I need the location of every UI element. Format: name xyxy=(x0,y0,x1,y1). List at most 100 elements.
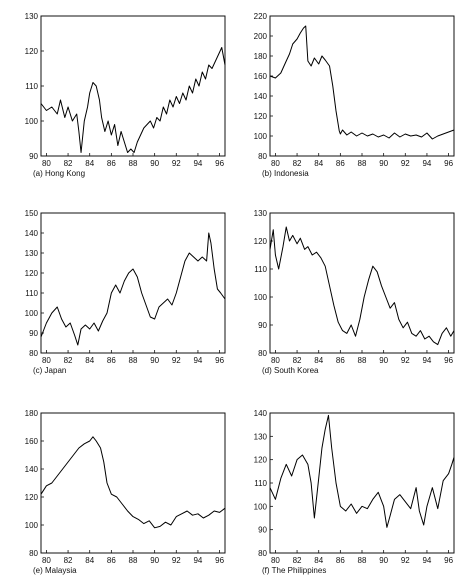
y-tick-label: 220 xyxy=(254,12,268,21)
x-tick-label: 84 xyxy=(314,159,323,168)
x-tick-label: 90 xyxy=(150,159,159,168)
x-tick-label: 96 xyxy=(215,159,224,168)
x-tick-label: 84 xyxy=(85,159,94,168)
x-tick-label: 82 xyxy=(293,556,302,565)
y-tick-label: 120 xyxy=(254,456,268,465)
x-tick-label: 80 xyxy=(42,556,51,565)
y-tick-label: 180 xyxy=(25,409,39,418)
x-tick-label: 96 xyxy=(215,356,224,365)
y-tick-label: 120 xyxy=(254,237,268,246)
panel-caption-philippines: (f) The Philippines xyxy=(262,566,326,575)
x-tick-label: 88 xyxy=(129,556,138,565)
y-tick-label: 120 xyxy=(25,47,39,56)
x-tick-label: 96 xyxy=(444,556,453,565)
x-tick-label: 88 xyxy=(358,356,367,365)
y-tick-label: 90 xyxy=(258,526,267,535)
panel-caption-japan: (c) Japan xyxy=(33,366,66,375)
panel-caption-south-korea: (d) South Korea xyxy=(262,366,319,375)
y-tick-label: 130 xyxy=(25,249,39,258)
plot-frame-japan xyxy=(40,212,226,354)
x-tick-label: 80 xyxy=(42,356,51,365)
x-tick-label: 90 xyxy=(150,356,159,365)
x-tick-label: 94 xyxy=(422,556,431,565)
y-tick-label: 110 xyxy=(25,82,38,91)
x-tick-label: 92 xyxy=(172,556,181,565)
x-tick-label: 92 xyxy=(401,556,410,565)
x-tick-label: 84 xyxy=(85,356,94,365)
x-tick-label: 84 xyxy=(314,556,323,565)
x-tick-label: 88 xyxy=(358,556,367,565)
x-tick-label: 92 xyxy=(172,356,181,365)
y-tick-label: 130 xyxy=(254,432,268,441)
x-tick-label: 90 xyxy=(150,556,159,565)
panel-caption-malaysia: (e) Malaysia xyxy=(33,566,77,575)
x-tick-label: 86 xyxy=(336,159,345,168)
x-tick-label: 96 xyxy=(444,356,453,365)
x-tick-label: 90 xyxy=(379,556,388,565)
y-tick-label: 90 xyxy=(29,152,38,161)
y-tick-label: 90 xyxy=(29,329,38,338)
x-tick-label: 82 xyxy=(64,556,73,565)
x-tick-label: 94 xyxy=(422,356,431,365)
y-tick-label: 120 xyxy=(254,112,268,121)
x-tick-label: 92 xyxy=(401,159,410,168)
x-tick-label: 80 xyxy=(271,556,280,565)
y-tick-label: 160 xyxy=(254,72,268,81)
y-tick-label: 100 xyxy=(254,132,268,141)
x-tick-label: 88 xyxy=(129,356,138,365)
x-tick-label: 90 xyxy=(379,159,388,168)
panel-indonesia: 80 100 120 140 160 180 200 220 80 82 84 86 88 90 92 94 9… xyxy=(254,12,455,178)
y-tick-label: 200 xyxy=(254,32,268,41)
x-tick-label: 82 xyxy=(293,159,302,168)
series-line-malaysia xyxy=(40,436,226,529)
panel-caption-hong-kong: (a) Hong Kong xyxy=(33,169,85,178)
y-tick-label: 80 xyxy=(258,152,267,161)
y-tick-label: 100 xyxy=(254,293,268,302)
y-tick-label: 80 xyxy=(29,549,38,558)
series-line-japan xyxy=(40,232,226,346)
y-tick-label: 130 xyxy=(25,12,39,21)
x-tick-label: 96 xyxy=(444,159,453,168)
x-tick-label: 82 xyxy=(64,356,73,365)
y-tick-label: 100 xyxy=(254,502,268,511)
y-tick-label: 140 xyxy=(254,92,268,101)
x-tick-label: 86 xyxy=(107,159,116,168)
x-tick-label: 92 xyxy=(172,159,181,168)
y-tick-label: 100 xyxy=(25,117,39,126)
y-tick-label: 110 xyxy=(25,289,38,298)
y-tick-label: 140 xyxy=(25,465,39,474)
x-tick-label: 94 xyxy=(193,356,202,365)
y-tick-label: 110 xyxy=(254,479,267,488)
x-tick-label: 94 xyxy=(193,556,202,565)
x-tick-label: 94 xyxy=(193,159,202,168)
x-tick-label: 82 xyxy=(293,356,302,365)
plot-frame-south-korea xyxy=(269,212,455,354)
plot-frame-hong-kong xyxy=(40,15,226,157)
y-tick-label: 100 xyxy=(25,521,39,530)
y-tick-label: 100 xyxy=(25,309,39,318)
x-tick-label: 84 xyxy=(314,356,323,365)
x-tick-label: 84 xyxy=(85,556,94,565)
x-tick-label: 96 xyxy=(215,556,224,565)
y-tick-label: 130 xyxy=(254,209,268,218)
x-tick-label: 86 xyxy=(107,556,116,565)
y-tick-label: 140 xyxy=(25,229,39,238)
y-tick-label: 150 xyxy=(25,209,39,218)
x-tick-label: 94 xyxy=(422,159,431,168)
panel-caption-indonesia: (b) Indonesia xyxy=(262,169,309,178)
x-tick-label: 86 xyxy=(107,356,116,365)
x-tick-label: 80 xyxy=(271,356,280,365)
x-tick-label: 80 xyxy=(271,159,280,168)
series-line-south-korea xyxy=(269,226,455,346)
series-line-philippines xyxy=(269,414,455,528)
y-tick-label: 120 xyxy=(25,269,39,278)
y-tick-label: 80 xyxy=(258,549,267,558)
x-tick-label: 86 xyxy=(336,356,345,365)
y-tick-label: 90 xyxy=(258,321,267,330)
plot-frame-malaysia xyxy=(40,412,226,554)
y-tick-label: 80 xyxy=(29,349,38,358)
y-tick-label: 120 xyxy=(25,493,39,502)
x-tick-label: 92 xyxy=(401,356,410,365)
panel-south-korea: 80 90 100 110 120 130 80 82 84 86 88 90 92 94 96 (d) So… xyxy=(254,209,455,375)
